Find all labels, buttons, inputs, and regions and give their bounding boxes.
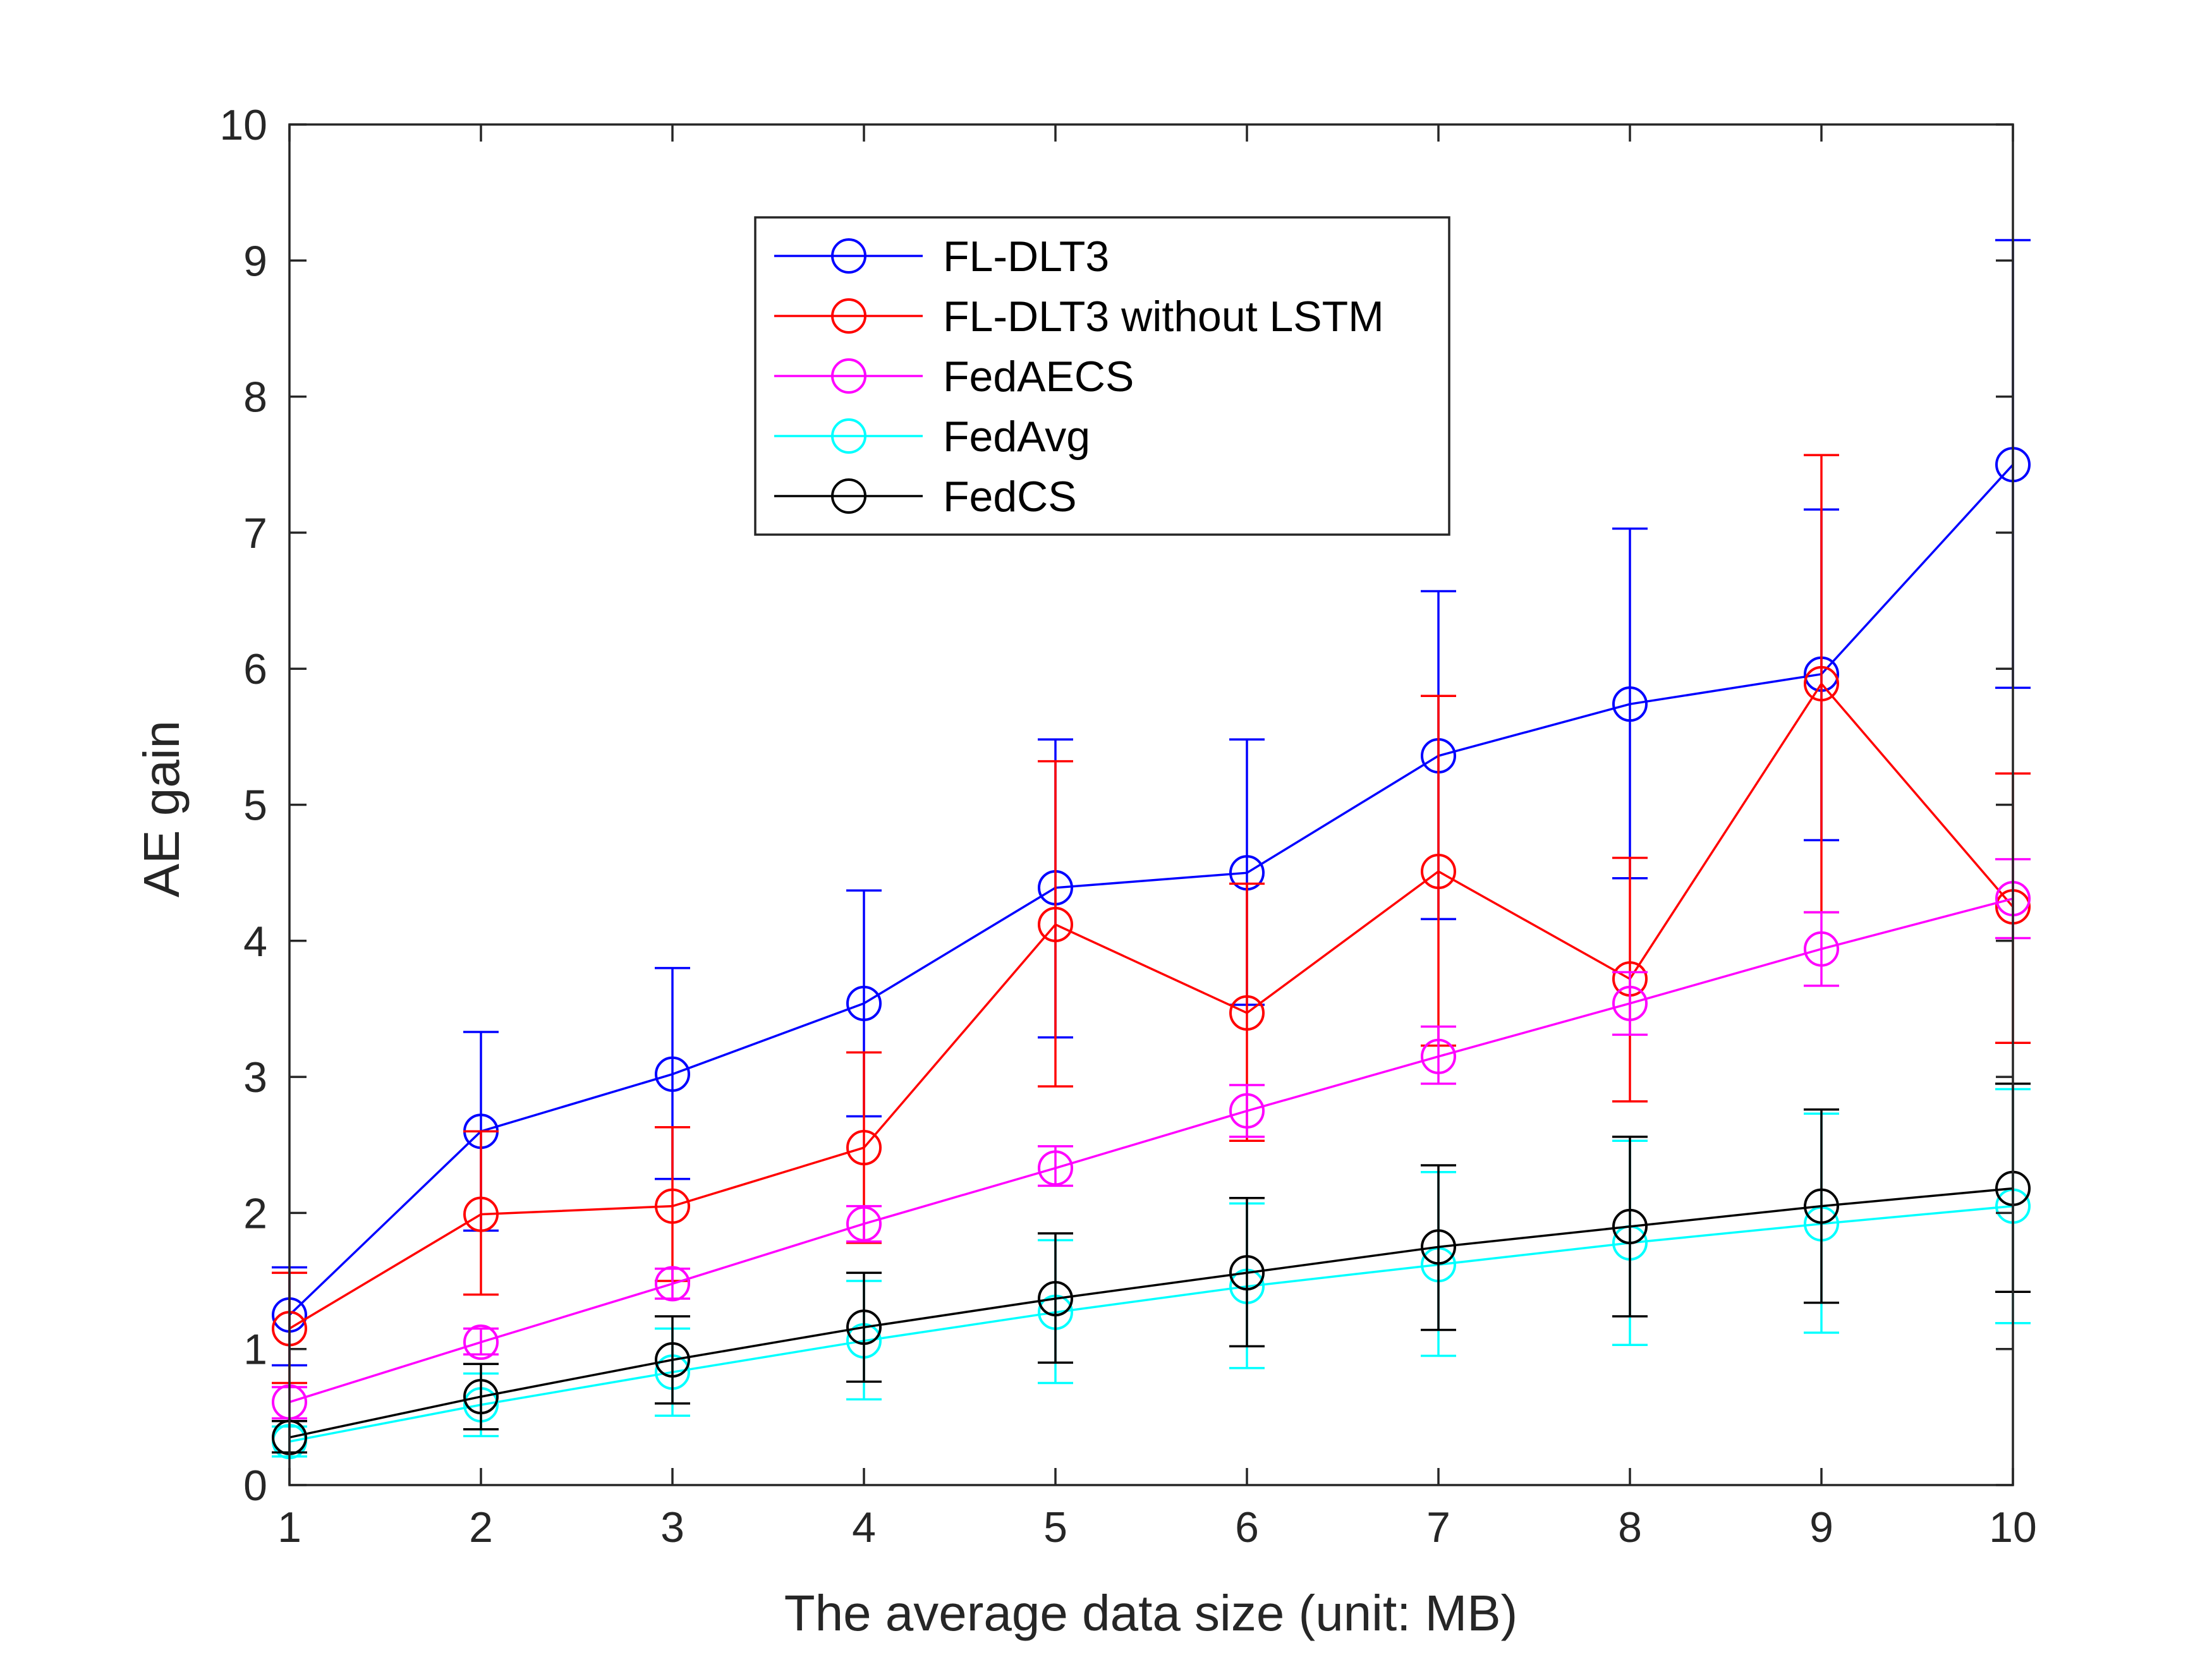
legend-item-3: FedAvg <box>774 413 1090 461</box>
y-tick-label: 7 <box>243 509 267 557</box>
x-axis-title: The average data size (unit: MB) <box>784 1585 1518 1641</box>
data-point <box>1421 1038 1456 1074</box>
data-point <box>655 1266 690 1302</box>
legend-item-2: FedAECS <box>774 353 1134 401</box>
data-point <box>1229 995 1265 1031</box>
y-tick-label: 2 <box>243 1189 267 1237</box>
series-line <box>289 1204 2014 1443</box>
x-tick-label: 4 <box>852 1503 876 1551</box>
legend: FL-DLT3 FL-DLT3 without LSTM FedAECS FedAvg… <box>754 216 1450 536</box>
data-point <box>463 1196 499 1232</box>
data-point <box>1421 1229 1456 1265</box>
x-tick-label: 10 <box>1989 1503 2037 1551</box>
legend-marker <box>831 418 866 454</box>
data-point <box>1804 1188 1839 1224</box>
legend-label: FedAECS <box>943 353 1134 401</box>
legend-marker <box>831 298 866 334</box>
legend-label: FL-DLT3 <box>943 233 1109 281</box>
legend-item-4: FedCS <box>774 473 1077 521</box>
y-tick-label: 1 <box>243 1326 267 1374</box>
data-point <box>655 1342 690 1378</box>
data-point <box>846 1206 882 1242</box>
data-point <box>1612 985 1648 1021</box>
legend-label: FedAvg <box>943 413 1090 461</box>
data-point <box>1612 686 1648 722</box>
series-line <box>289 681 2014 1330</box>
x-tick-label: 3 <box>660 1503 684 1551</box>
y-axis-title: AE gain <box>133 720 190 897</box>
y-tick-label: 4 <box>243 918 267 966</box>
legend-marker <box>831 358 866 394</box>
y-tick-label: 10 <box>219 101 267 149</box>
data-point <box>1804 665 1839 701</box>
y-tick-label: 9 <box>243 237 267 285</box>
series-line <box>289 897 2014 1404</box>
legend-marker <box>831 478 866 514</box>
y-tick-label: 0 <box>243 1462 267 1510</box>
data-point <box>1038 1281 1073 1317</box>
y-tick-label: 8 <box>243 373 267 422</box>
data-point <box>1229 1255 1265 1291</box>
data-point <box>846 1309 882 1345</box>
y-tick-label: 6 <box>243 645 267 693</box>
data-point <box>846 985 882 1021</box>
legend-label: FedCS <box>943 473 1077 521</box>
data-point <box>1421 853 1456 889</box>
data-point <box>846 1130 882 1166</box>
y-tick-label: 3 <box>243 1053 267 1101</box>
data-point <box>1804 931 1839 967</box>
x-tick-label: 5 <box>1043 1503 1067 1551</box>
series-line <box>288 464 2014 1316</box>
series-line <box>289 1187 2014 1439</box>
y-tick-label: 5 <box>243 782 267 830</box>
data-point <box>655 1056 690 1092</box>
data-point <box>1038 906 1073 942</box>
x-tick-label: 8 <box>1618 1503 1642 1551</box>
data-point <box>1612 1208 1648 1244</box>
data-point <box>1229 1093 1265 1129</box>
data-point <box>463 1379 499 1415</box>
data-point <box>655 1188 690 1224</box>
x-tick-label: 2 <box>469 1503 493 1551</box>
legend-label: FL-DLT3 without LSTM <box>943 293 1384 341</box>
data-point <box>1038 1150 1073 1186</box>
x-tick-label: 7 <box>1426 1503 1450 1551</box>
x-tick-label: 9 <box>1809 1503 1833 1551</box>
legend-marker <box>831 238 866 274</box>
data-point <box>463 1324 499 1360</box>
x-tick-label: 1 <box>277 1503 301 1551</box>
legend-item-0: FL-DLT3 <box>774 233 1109 281</box>
x-tick-label: 6 <box>1235 1503 1259 1551</box>
legend-item-1: FL-DLT3 without LSTM <box>774 293 1384 341</box>
